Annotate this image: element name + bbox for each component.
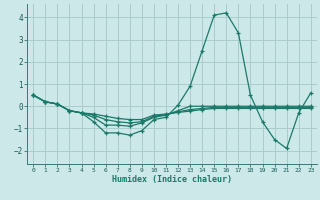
X-axis label: Humidex (Indice chaleur): Humidex (Indice chaleur) (112, 175, 232, 184)
